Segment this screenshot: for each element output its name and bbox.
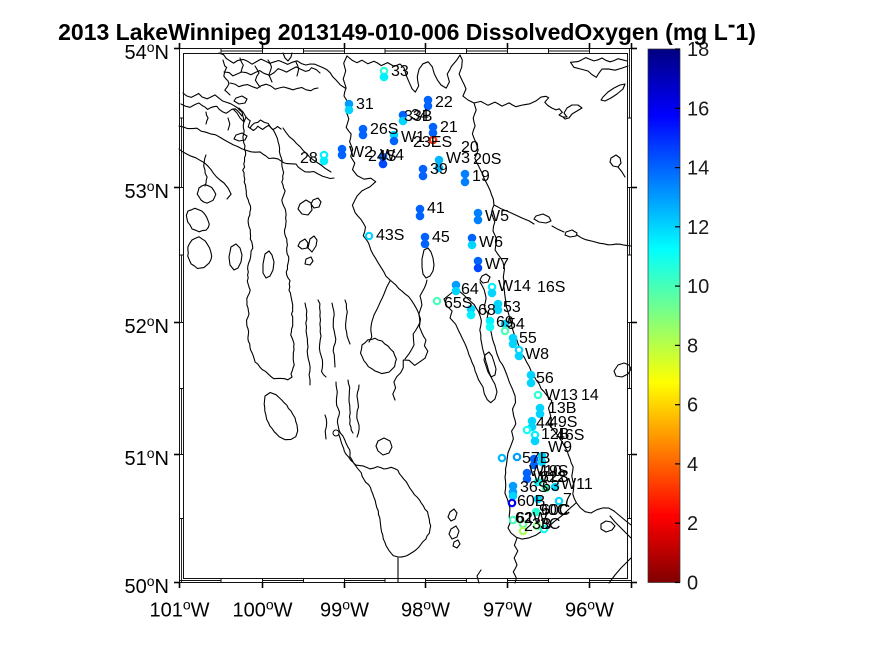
svg-text:8: 8: [687, 335, 698, 357]
svg-text:28: 28: [300, 150, 318, 167]
svg-text:W8: W8: [525, 346, 549, 363]
svg-text:4: 4: [687, 454, 698, 476]
svg-text:3C: 3C: [540, 516, 560, 533]
svg-text:W2: W2: [349, 144, 373, 161]
svg-text:60C: 60C: [541, 502, 570, 519]
svg-text:2: 2: [687, 513, 698, 535]
svg-text:W9: W9: [548, 439, 572, 456]
svg-text:33: 33: [391, 63, 409, 80]
svg-text:101oW: 101oW: [149, 597, 209, 622]
svg-text:65S: 65S: [444, 295, 472, 312]
svg-text:61: 61: [516, 510, 534, 527]
svg-text:56: 56: [536, 370, 554, 387]
svg-text:46S: 46S: [556, 427, 584, 444]
svg-text:60B: 60B: [517, 493, 545, 510]
svg-text:18: 18: [687, 39, 709, 61]
svg-text:12B: 12B: [541, 426, 569, 443]
svg-text:20S: 20S: [473, 151, 501, 168]
svg-text:W7: W7: [485, 256, 509, 273]
svg-text:63: 63: [542, 478, 560, 495]
svg-text:W10: W10: [529, 463, 562, 480]
svg-text:31: 31: [356, 96, 374, 113]
svg-text:16: 16: [687, 98, 709, 120]
svg-text:54: 54: [507, 316, 525, 333]
svg-text:99oW: 99oW: [320, 597, 369, 622]
svg-text:51oN: 51oN: [125, 445, 170, 470]
svg-text:62W: 62W: [515, 510, 549, 527]
svg-text:39: 39: [430, 161, 448, 178]
svg-text:57B: 57B: [522, 450, 550, 467]
svg-text:7: 7: [563, 491, 572, 508]
svg-text:20: 20: [461, 139, 479, 156]
svg-text:14: 14: [687, 158, 709, 180]
svg-text:21: 21: [440, 119, 458, 136]
svg-text:34: 34: [411, 107, 429, 124]
svg-text:22: 22: [435, 94, 453, 111]
svg-text:55: 55: [519, 330, 537, 347]
svg-text:W4: W4: [380, 147, 404, 164]
svg-text:W6: W6: [479, 234, 503, 251]
svg-text:100oW: 100oW: [232, 597, 292, 622]
svg-text:90C: 90C: [539, 502, 568, 519]
svg-text:3B: 3B: [532, 516, 552, 533]
svg-text:62S: 62S: [540, 469, 568, 486]
svg-text:0: 0: [687, 573, 698, 595]
svg-text:W14: W14: [498, 278, 531, 295]
svg-text:W1: W1: [401, 129, 425, 146]
svg-text:12: 12: [687, 217, 709, 239]
svg-text:23ES: 23ES: [413, 134, 452, 151]
svg-text:44: 44: [536, 415, 554, 432]
svg-text:49S: 49S: [549, 414, 577, 431]
svg-text:53: 53: [503, 299, 521, 316]
svg-text:19S: 19S: [540, 463, 568, 480]
svg-text:33B: 33B: [404, 108, 432, 125]
svg-text:41: 41: [427, 200, 445, 217]
svg-text:W3: W3: [446, 150, 470, 167]
svg-text:13B: 13B: [548, 400, 576, 417]
svg-text:68: 68: [478, 302, 496, 319]
svg-text:W13: W13: [545, 387, 578, 404]
svg-text:16S: 16S: [537, 279, 565, 296]
svg-text:W12: W12: [533, 469, 566, 486]
svg-text:24S: 24S: [368, 148, 396, 165]
svg-text:26S: 26S: [370, 121, 398, 138]
svg-text:2: 2: [524, 518, 533, 535]
svg-text:36S: 36S: [520, 479, 548, 496]
svg-text:14: 14: [581, 387, 599, 404]
svg-text:43S: 43S: [376, 227, 404, 244]
svg-text:6: 6: [687, 395, 698, 417]
svg-text:W5: W5: [485, 208, 509, 225]
svg-text:69: 69: [496, 314, 514, 331]
svg-text:W11: W11: [561, 476, 593, 493]
svg-text:64: 64: [461, 281, 479, 298]
svg-text:45: 45: [432, 229, 450, 246]
svg-text:10: 10: [687, 276, 709, 298]
svg-text:19: 19: [472, 168, 490, 185]
